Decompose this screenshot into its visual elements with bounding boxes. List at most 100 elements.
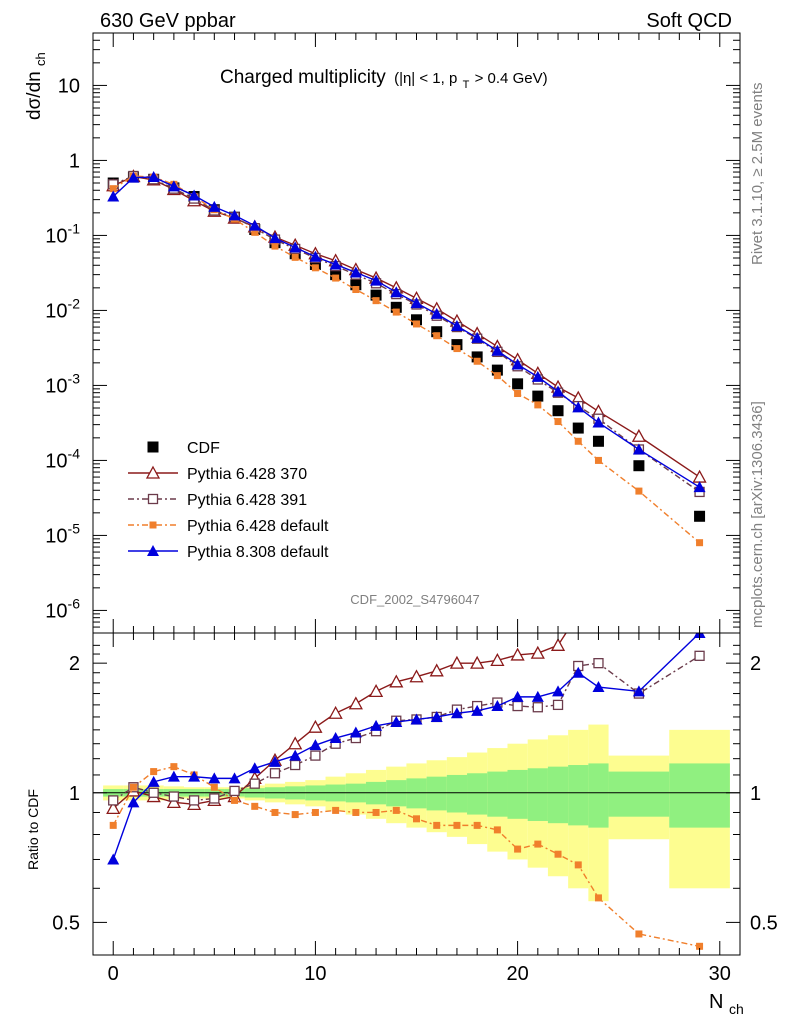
main-ytick-label: 10-1 (45, 220, 80, 247)
ratio-point (392, 806, 400, 814)
ratio-point (430, 710, 443, 722)
ratio-ytick-label: 1 (69, 783, 80, 805)
data-point (512, 378, 524, 390)
ratio-point (530, 645, 545, 659)
ratio-point (332, 806, 340, 814)
ratio-point (108, 795, 119, 806)
ratio-point (491, 700, 504, 712)
side-text-top: Rivet 3.1.10, ≥ 2.5M events (749, 83, 766, 266)
data-point (574, 437, 582, 445)
header-right: Soft QCD (646, 10, 732, 32)
ratio-point (473, 821, 481, 829)
xtick-label: 30 (709, 963, 731, 985)
stat-uncertainty-band (446, 774, 468, 813)
title-cut-sub: T (463, 79, 470, 91)
data-point (554, 418, 562, 426)
ratio-point (511, 690, 524, 702)
main-ytick-label: 10-3 (45, 370, 80, 397)
series-main-cdf (107, 171, 706, 522)
stat-uncertainty-band (426, 776, 447, 811)
data-point (127, 171, 140, 183)
legend-label: Pythia 6.428 391 (187, 492, 307, 509)
ratio-line (112, 765, 700, 947)
series-main-pythia-6-428-370 (106, 169, 707, 483)
xlabel: N ch (709, 991, 744, 1017)
stat-uncertainty-band (588, 763, 609, 828)
ratio-point (168, 791, 180, 802)
ratio-point (552, 685, 565, 697)
series-main-pythia-8-308-default (107, 171, 706, 493)
data-point (370, 289, 382, 301)
ratio-point (592, 681, 605, 693)
data-point (552, 405, 564, 417)
main-frame (92, 32, 741, 634)
ratio-point (534, 840, 542, 848)
ratio-ticks: 0.5 0.51 12 20 10 20 30 (52, 633, 778, 985)
stat-uncertainty-band (406, 778, 427, 809)
ratio-ytick-label: 0.5 (52, 912, 80, 934)
data-point (451, 339, 463, 351)
ylabel-main-text: dσ/dn (24, 71, 45, 120)
ratio-point (349, 726, 362, 738)
data-point (692, 469, 707, 483)
data-point (248, 219, 261, 231)
data-point (352, 286, 360, 294)
data-point (592, 435, 604, 447)
data-point (271, 242, 279, 250)
ratio-point (228, 772, 241, 784)
stat-uncertainty-band (568, 765, 589, 826)
ratio-point (229, 785, 240, 797)
ratio-point (209, 793, 220, 804)
main-data (106, 169, 707, 547)
ylabel-main-sub: ch (33, 52, 48, 66)
xtick-label: 10 (304, 963, 326, 985)
ratio-point (389, 674, 404, 688)
ratio-ytick-label-right: 1 (750, 783, 761, 805)
data-point (453, 345, 461, 353)
xlabel-text: N (709, 991, 723, 1013)
ratio-point (208, 772, 221, 784)
ratio-point (470, 655, 485, 669)
data-point (594, 456, 602, 464)
ratio-point (310, 750, 321, 761)
ratio-point (150, 768, 158, 776)
data-point (390, 301, 402, 313)
ratio-point (514, 845, 522, 853)
data-point (410, 297, 423, 309)
data-point (268, 232, 281, 244)
side-text-bottom: mcplots.cern.ch [arXiv:1306.3436] (749, 401, 766, 628)
ratio-point (409, 669, 424, 683)
ratio-point (268, 755, 281, 767)
data-point (552, 385, 565, 397)
ratio-point (449, 655, 465, 669)
ratio-ytick-label-right: 0.5 (750, 912, 778, 934)
data-point (289, 241, 302, 253)
data-point (693, 481, 706, 493)
ratio-point (429, 663, 444, 677)
data-point (694, 510, 706, 522)
ratio-point (288, 736, 303, 750)
ratio-point (694, 650, 705, 661)
ratio-point (109, 821, 117, 829)
ratio-point (696, 942, 704, 950)
stat-uncertainty-band (467, 773, 488, 815)
data-point (471, 331, 484, 343)
ylabel-ratio: Ratio to CDF (25, 789, 41, 870)
legend-label: CDF (187, 440, 220, 457)
ratio-point (166, 795, 181, 809)
legend-label: Pythia 6.428 370 (187, 466, 307, 483)
xlabel-sub: ch (729, 1001, 744, 1017)
data-point (635, 487, 643, 495)
ratio-ytick-label: 2 (69, 653, 80, 675)
ratio-point (309, 739, 322, 751)
data-point (392, 308, 400, 316)
ratio-point (348, 696, 363, 710)
data-point (430, 307, 443, 319)
ratio-point (633, 569, 645, 580)
ratio-point (107, 853, 120, 865)
data-point (514, 390, 522, 398)
ratio-point (249, 778, 260, 789)
data-point (109, 185, 117, 193)
data-point (372, 297, 380, 305)
